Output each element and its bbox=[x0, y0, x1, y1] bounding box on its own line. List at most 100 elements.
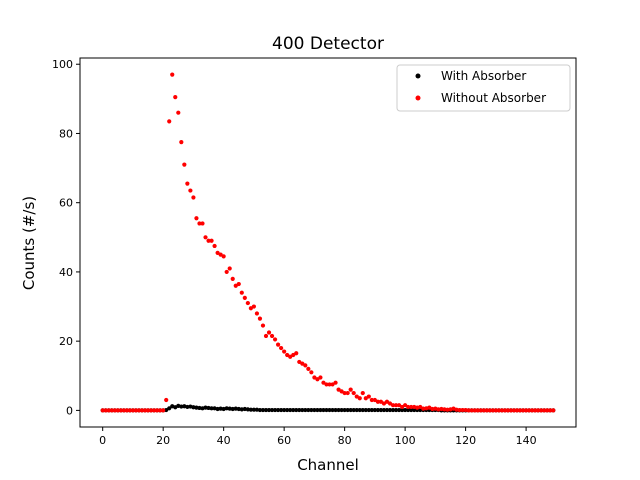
data-point bbox=[142, 408, 148, 413]
data-point bbox=[130, 408, 136, 413]
y-tick-label: 100 bbox=[52, 58, 73, 71]
data-point bbox=[194, 216, 199, 221]
data-point bbox=[161, 408, 166, 413]
data-point bbox=[548, 408, 553, 413]
data-point bbox=[363, 407, 368, 413]
data-point bbox=[490, 408, 495, 413]
legend-box bbox=[396, 64, 571, 112]
data-point bbox=[176, 110, 181, 115]
data-point bbox=[378, 407, 384, 413]
x-axis-label: Channel bbox=[297, 456, 359, 474]
data-point bbox=[185, 181, 190, 186]
data-point bbox=[369, 407, 374, 413]
data-point bbox=[139, 408, 145, 413]
x-tick-label: 80 bbox=[338, 434, 352, 447]
data-point bbox=[412, 407, 417, 413]
data-point bbox=[151, 408, 157, 413]
data-point bbox=[336, 407, 341, 413]
data-point bbox=[409, 407, 414, 413]
data-point bbox=[197, 221, 202, 226]
data-point bbox=[266, 407, 272, 413]
data-point bbox=[227, 266, 232, 271]
x-tick-label: 120 bbox=[455, 434, 476, 447]
data-point bbox=[279, 345, 284, 351]
data-point bbox=[399, 407, 405, 413]
data-point bbox=[136, 408, 142, 413]
data-point bbox=[345, 390, 350, 396]
data-point bbox=[545, 408, 550, 413]
y-tick-label: 80 bbox=[59, 127, 73, 140]
data-point bbox=[257, 407, 263, 413]
data-point bbox=[481, 408, 486, 413]
data-point bbox=[203, 235, 208, 240]
data-point bbox=[279, 407, 284, 413]
data-point bbox=[266, 330, 272, 335]
data-point bbox=[478, 408, 483, 413]
data-point bbox=[357, 407, 362, 413]
data-point bbox=[351, 390, 356, 396]
data-point bbox=[360, 407, 365, 413]
y-axis-label: Counts (#/s) bbox=[20, 196, 38, 290]
data-point bbox=[457, 407, 462, 413]
data-point bbox=[354, 407, 359, 413]
data-point bbox=[527, 408, 532, 413]
data-point bbox=[318, 375, 323, 380]
data-point bbox=[179, 140, 184, 145]
data-point bbox=[230, 276, 235, 281]
data-point bbox=[242, 295, 247, 300]
data-point bbox=[155, 408, 160, 413]
data-point bbox=[508, 408, 514, 413]
data-point bbox=[148, 408, 154, 413]
data-point bbox=[224, 269, 229, 275]
data-point bbox=[390, 403, 396, 408]
plot-area bbox=[79, 57, 577, 428]
data-point bbox=[306, 366, 311, 371]
data-points bbox=[100, 72, 556, 413]
data-point bbox=[499, 408, 505, 413]
data-point bbox=[324, 382, 329, 387]
data-point bbox=[282, 349, 287, 354]
data-point bbox=[133, 408, 139, 413]
data-point bbox=[520, 408, 526, 413]
data-point bbox=[493, 408, 498, 413]
data-point bbox=[348, 407, 353, 413]
data-point bbox=[285, 407, 290, 413]
data-point bbox=[103, 408, 108, 413]
data-point bbox=[173, 95, 178, 100]
data-point bbox=[254, 311, 260, 316]
data-point bbox=[496, 408, 501, 413]
data-point bbox=[403, 407, 408, 413]
y-tick-label: 0 bbox=[66, 404, 73, 417]
legend-label-without-absorber: Without Absorber bbox=[441, 91, 546, 105]
data-point bbox=[109, 408, 114, 413]
data-point bbox=[387, 407, 393, 413]
data-point bbox=[472, 408, 477, 413]
x-tick-label: 60 bbox=[277, 434, 291, 447]
data-point bbox=[191, 195, 196, 200]
data-point bbox=[342, 407, 347, 413]
data-point bbox=[333, 407, 338, 413]
data-point bbox=[360, 390, 365, 396]
x-tick-label: 100 bbox=[395, 434, 416, 447]
data-point bbox=[536, 408, 541, 413]
data-point bbox=[275, 407, 281, 413]
legend: With Absorber Without Absorber bbox=[396, 64, 571, 112]
legend-marker-without-absorber bbox=[415, 95, 421, 101]
data-point bbox=[523, 408, 529, 413]
data-point bbox=[206, 238, 211, 243]
x-tick-label: 20 bbox=[156, 434, 170, 447]
data-point bbox=[306, 407, 311, 413]
data-point bbox=[318, 407, 323, 413]
data-point bbox=[248, 407, 253, 412]
data-point bbox=[212, 243, 217, 249]
x-tick-label: 40 bbox=[217, 434, 231, 447]
legend-marker-with-absorber bbox=[415, 73, 421, 79]
data-point bbox=[294, 407, 299, 413]
data-point bbox=[539, 408, 544, 413]
data-point bbox=[236, 281, 241, 287]
data-point bbox=[330, 407, 335, 413]
data-point bbox=[188, 188, 193, 193]
data-point bbox=[269, 333, 275, 339]
data-point bbox=[209, 406, 214, 411]
